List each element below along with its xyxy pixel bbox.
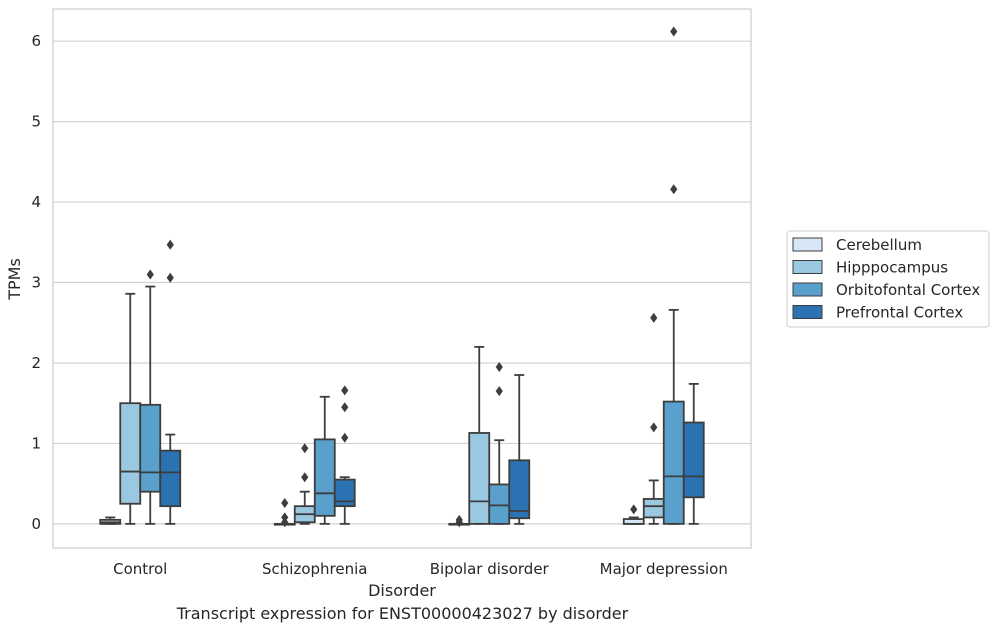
legend-swatch [792, 282, 823, 297]
outlier-point [670, 26, 678, 37]
y-tick-label: 3 [31, 274, 41, 292]
y-tick-label: 1 [31, 434, 41, 452]
outlier-point [455, 514, 463, 525]
box-group [293, 443, 316, 525]
x-tick-label: Control [113, 560, 167, 578]
legend-label: Prefrontal Cortex [836, 304, 963, 322]
outlier-point [341, 385, 349, 396]
y-tick-label: 5 [31, 113, 41, 131]
outlier-point [630, 504, 638, 515]
plot-frame [52, 8, 752, 549]
box-iqr [159, 449, 182, 508]
box-group [662, 26, 685, 525]
box-group [119, 292, 142, 525]
box-group [159, 239, 182, 525]
box-iqr [333, 478, 356, 508]
outlier-point [341, 402, 349, 413]
box-group [468, 345, 491, 525]
legend-swatch [792, 237, 823, 252]
box-iqr [642, 498, 665, 519]
outlier-point [166, 239, 174, 250]
y-tick-label: 0 [31, 515, 41, 533]
x-tick-labels: Control Schizophrenia Bipolar disorder Majo… [113, 560, 728, 578]
box-iqr [139, 403, 162, 493]
box-group [622, 504, 645, 525]
outlier-point [495, 386, 503, 397]
x-axis-label: Disorder [368, 581, 436, 600]
outlier-point [301, 472, 309, 483]
outlier-point [281, 512, 289, 523]
legend-label: Hipppocampus [836, 259, 948, 277]
legend: Cerebellum Hipppocampus Orbitofontal Corte… [786, 230, 990, 328]
box-iqr [119, 402, 142, 505]
box-group [682, 382, 705, 525]
legend-swatch [792, 260, 823, 274]
box-iqr [508, 459, 531, 520]
y-tick-labels: 0 1 2 3 4 5 6 [31, 32, 41, 533]
box-group [273, 497, 296, 528]
legend-frame [786, 230, 990, 328]
outlier-point [650, 422, 658, 433]
y-tick-label: 4 [31, 193, 41, 211]
box-iqr [682, 421, 705, 499]
outlier-point [166, 272, 174, 283]
legend-label: Cerebellum [836, 236, 922, 254]
box-iqr [313, 438, 336, 517]
box-group [333, 385, 356, 525]
y-tick-label: 2 [31, 354, 41, 372]
box-group [642, 312, 665, 525]
chart-caption: Transcript expression for ENST0000042302… [176, 604, 629, 623]
y-axis-label: TPMs [5, 258, 24, 301]
box-group [313, 395, 336, 525]
gridlines [53, 40, 751, 525]
legend-label: Orbitofontal Cortex [836, 281, 980, 299]
box-group [99, 516, 122, 525]
box-group [448, 514, 471, 528]
outlier-point [341, 432, 349, 443]
box-group [508, 374, 531, 525]
outlier-point [670, 184, 678, 195]
legend-swatch [792, 305, 823, 319]
boxes [99, 26, 705, 528]
outlier-point [281, 497, 289, 508]
x-tick-label: Bipolar disorder [430, 560, 550, 578]
outlier-point [146, 269, 154, 280]
x-tick-label: Major depression [600, 560, 728, 578]
box-group [139, 269, 162, 525]
x-tick-label: Schizophrenia [262, 560, 367, 578]
outlier-point [650, 312, 658, 323]
box-iqr [662, 400, 685, 525]
outlier-point [495, 361, 503, 372]
y-tick-label: 6 [31, 32, 41, 50]
box-iqr [468, 432, 491, 525]
box-iqr [488, 483, 511, 525]
outlier-point [301, 443, 309, 454]
box-group [488, 361, 511, 525]
